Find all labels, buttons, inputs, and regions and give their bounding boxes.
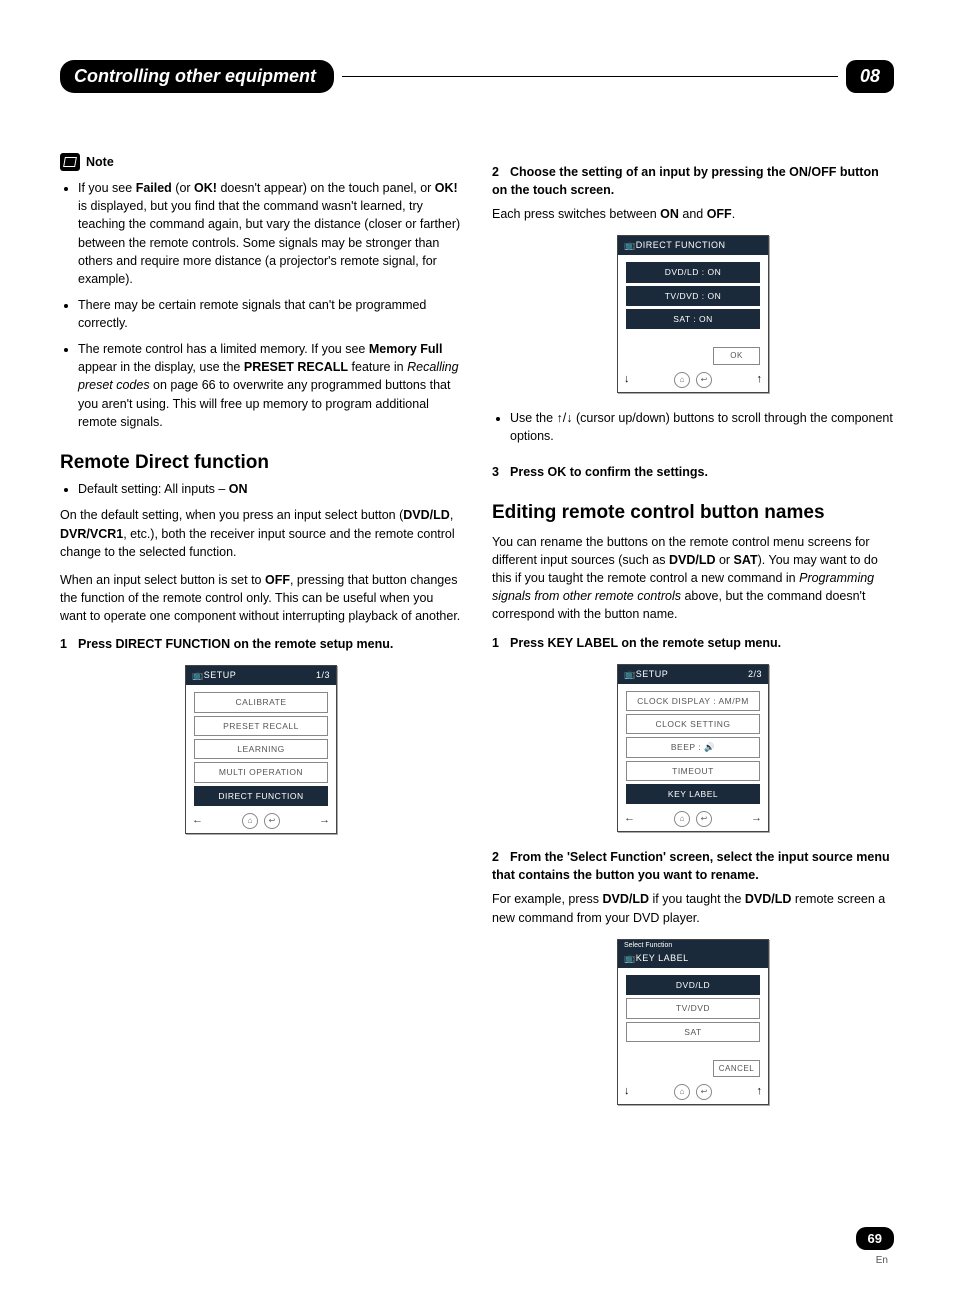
page-number: 69 (856, 1227, 894, 1250)
left-arrow-icon: ← (192, 813, 203, 829)
back-icon: ↩ (264, 813, 280, 829)
screen-item: TV/DVD (626, 998, 760, 1018)
step-sub: Each press switches between ON and OFF. (492, 205, 894, 223)
note-label-text: Note (86, 153, 114, 171)
screen-item: PRESET RECALL (194, 716, 328, 736)
screen-key-label: Select Function 📺KEY LABEL DVD/LD TV/DVD… (617, 939, 769, 1106)
note-icon (60, 153, 80, 171)
header-rule (342, 76, 838, 77)
header-title: Controlling other equipment (60, 60, 334, 93)
screen-item: MULTI OPERATION (194, 762, 328, 782)
screen-setup-2: 📺SETUP 2/3 CLOCK DISPLAY : AM/PM CLOCK S… (617, 664, 769, 833)
down-arrow-icon: ↓ (624, 1084, 630, 1100)
cancel-button: CANCEL (713, 1060, 760, 1078)
right-arrow-icon: → (319, 813, 330, 829)
home-icon: ⌂ (242, 813, 258, 829)
right-arrow-icon: → (751, 811, 762, 827)
screen-item: BEEP : 🔊 (626, 737, 760, 757)
step-select-function: 2From the 'Select Function' screen, sele… (492, 848, 894, 884)
section-editing-names: Editing remote control button names (492, 499, 894, 527)
note-item: There may be certain remote signals that… (78, 296, 462, 332)
step-sub: For example, press DVD/LD if you taught … (492, 890, 894, 926)
note-item: The remote control has a limited memory.… (78, 340, 462, 431)
body-text: On the default setting, when you press a… (60, 506, 462, 560)
chapter-badge: 08 (846, 60, 894, 93)
note-heading: Note (60, 153, 462, 171)
step-1: 1Press DIRECT FUNCTION on the remote set… (60, 635, 462, 653)
screen-item: TV/DVD : ON (626, 286, 760, 306)
back-icon: ↩ (696, 811, 712, 827)
cursor-note: Use the ↑/↓ (cursor up/down) buttons to … (510, 409, 894, 445)
note-item: If you see Failed (or OK! doesn't appear… (78, 179, 462, 288)
screen-direct-function: 📺DIRECT FUNCTION DVD/LD : ON TV/DVD : ON… (617, 235, 769, 393)
down-arrow-icon: ↓ (624, 372, 630, 388)
home-icon: ⌂ (674, 1084, 690, 1100)
screen-item: CALIBRATE (194, 692, 328, 712)
step-2: 2Choose the setting of an input by press… (492, 163, 894, 199)
left-arrow-icon: ← (624, 811, 635, 827)
screen-item-selected: KEY LABEL (626, 784, 760, 804)
screen-item: DVD/LD : ON (626, 262, 760, 282)
body-text: You can rename the buttons on the remote… (492, 533, 894, 624)
screen-item: CLOCK DISPLAY : AM/PM (626, 691, 760, 711)
screen-item: SAT : ON (626, 309, 760, 329)
up-arrow-icon: ↑ (757, 372, 763, 388)
right-column: 2Choose the setting of an input by press… (492, 153, 894, 1121)
screen-setup-1: 📺SETUP 1/3 CALIBRATE PRESET RECALL LEARN… (185, 665, 337, 834)
home-icon: ⌂ (674, 811, 690, 827)
up-arrow-icon: ↑ (757, 1084, 763, 1100)
note-list: If you see Failed (or OK! doesn't appear… (60, 179, 462, 431)
page-header: Controlling other equipment 08 (60, 60, 894, 93)
screen-item: SAT (626, 1022, 760, 1042)
back-icon: ↩ (696, 1084, 712, 1100)
screen-item: CLOCK SETTING (626, 714, 760, 734)
step-3: 3Press OK to confirm the settings. (492, 463, 894, 481)
back-icon: ↩ (696, 372, 712, 388)
body-text: When an input select button is set to OF… (60, 571, 462, 625)
screen-item: TIMEOUT (626, 761, 760, 781)
default-setting: Default setting: All inputs – ON (78, 480, 462, 498)
section-remote-direct: Remote Direct function (60, 449, 462, 477)
step-key-label: 1Press KEY LABEL on the remote setup men… (492, 634, 894, 652)
left-column: Note If you see Failed (or OK! doesn't a… (60, 153, 462, 1121)
screen-item: LEARNING (194, 739, 328, 759)
page-lang: En (876, 1255, 888, 1266)
ok-button: OK (713, 347, 760, 365)
screen-item-selected: DIRECT FUNCTION (194, 786, 328, 806)
home-icon: ⌂ (674, 372, 690, 388)
screen-item: DVD/LD (626, 975, 760, 995)
